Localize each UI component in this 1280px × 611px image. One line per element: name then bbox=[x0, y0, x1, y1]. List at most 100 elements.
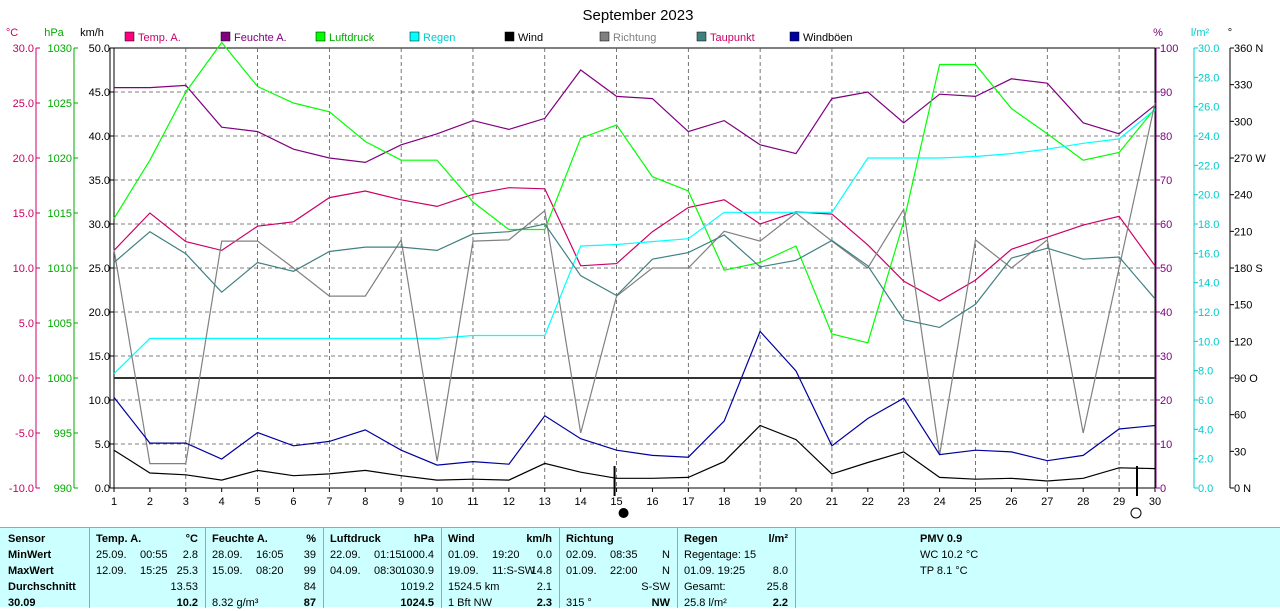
wind-tick-label: 20.0 bbox=[89, 307, 110, 319]
richtung-row-0-date: 02.09. bbox=[566, 549, 597, 561]
wind-tick-label: 0.0 bbox=[95, 483, 110, 495]
press-tick-label: 1000 bbox=[48, 373, 72, 385]
druck-row-0-date: 22.09. bbox=[330, 549, 361, 561]
legend-swatch-2 bbox=[315, 31, 326, 42]
x-tick-label: 22 bbox=[862, 496, 874, 508]
richtung-row-3-value: NW bbox=[651, 597, 670, 609]
wind-row-2-value: 2.1 bbox=[536, 581, 552, 593]
temp-row-1-date: 12.09. bbox=[96, 565, 127, 577]
dir-tick-label: 330 bbox=[1234, 80, 1252, 92]
feuchte-row-1-time: 08:20 bbox=[256, 565, 284, 577]
dir-tick-label: 240 bbox=[1234, 190, 1252, 202]
temp-row-1-value: 25.3 bbox=[176, 565, 198, 577]
legend-label-4: Wind bbox=[518, 32, 543, 44]
legend-label-1: Feuchte A. bbox=[234, 32, 287, 44]
x-tick-label: 29 bbox=[1113, 496, 1125, 508]
col-richtung bbox=[560, 528, 678, 608]
temp-row-0-date: 25.09. bbox=[96, 549, 127, 561]
wind-row-2-date: 1524.5 km bbox=[448, 581, 500, 593]
x-tick-label: 18 bbox=[718, 496, 730, 508]
rain-tick-label: 28.0 bbox=[1198, 72, 1219, 84]
legend-label-2: Luftdruck bbox=[329, 32, 375, 44]
press-tick-label: 1025 bbox=[48, 98, 72, 110]
rain-tick-label: 24.0 bbox=[1198, 131, 1219, 143]
dir-tick-label: 210 bbox=[1234, 226, 1252, 238]
temp-tick-label: 20.0 bbox=[13, 153, 34, 165]
druck-row-0-value: 1000.4 bbox=[400, 549, 434, 561]
x-tick-label: 25 bbox=[969, 496, 981, 508]
col-wind bbox=[442, 528, 560, 608]
feuchte-row-3-value: 87 bbox=[303, 597, 316, 609]
temp-tick-label: 5.0 bbox=[19, 318, 34, 330]
hum-tick-label: 30 bbox=[1160, 351, 1172, 363]
col-pmv: PMV 0.9 WC 10.2 °C TP 8.1 °C bbox=[796, 528, 1280, 608]
x-tick-label: 13 bbox=[539, 496, 551, 508]
full-moon-icon bbox=[618, 508, 629, 518]
feuchte-row-1-value: 99 bbox=[303, 565, 316, 577]
wind-unit: km/h bbox=[526, 533, 552, 545]
x-tick-label: 8 bbox=[362, 496, 368, 508]
feuchte-row-0-value: 39 bbox=[303, 549, 316, 561]
richtung-row-3-date: 315 ° bbox=[566, 597, 592, 609]
wind-row-0-value: 0.0 bbox=[536, 549, 552, 561]
col-sensor: Sensor MinWert MaxWert Durchschnitt 30.0… bbox=[0, 528, 90, 609]
wind-tick-label: 35.0 bbox=[89, 175, 110, 187]
x-tick-label: 1 bbox=[111, 496, 117, 508]
wind-tick-label: 40.0 bbox=[89, 131, 110, 143]
dir-tick-label: 180 S bbox=[1234, 263, 1263, 275]
wind-header: Wind bbox=[448, 533, 475, 545]
x-tick-label: 28 bbox=[1077, 496, 1089, 508]
wind-tick-label: 50.0 bbox=[89, 43, 110, 55]
druck-row-3-value: 1024.5 bbox=[400, 597, 434, 609]
legend-label-0: Temp. A. bbox=[138, 32, 181, 44]
moon-phases bbox=[613, 466, 1142, 519]
dir-tick-label: 90 O bbox=[1234, 373, 1258, 385]
temp-tick-label: 25.0 bbox=[13, 98, 34, 110]
druck-row-0-time: 01:15 bbox=[374, 549, 402, 561]
temp-tick-label: 30.0 bbox=[13, 43, 34, 55]
x-tick-label: 11 bbox=[467, 496, 478, 508]
series-line-2 bbox=[113, 41, 1156, 344]
x-tick-label: 3 bbox=[183, 496, 189, 508]
legend-label-6: Taupunkt bbox=[710, 32, 755, 44]
press-tick-label: 995 bbox=[54, 428, 72, 440]
feuchte-row-0-date: 28.09. bbox=[212, 549, 243, 561]
rain-tick-label: 8.0 bbox=[1198, 366, 1213, 378]
regen-row-0-label: Regentage: 15 bbox=[684, 549, 757, 561]
legend-swatch-4 bbox=[504, 31, 515, 42]
wind-tick-label: 30.0 bbox=[89, 219, 110, 231]
rain-tick-label: 26.0 bbox=[1198, 102, 1219, 114]
feuchte-row-1-date: 15.09. bbox=[212, 565, 243, 577]
pmv-header: PMV 0.9 bbox=[920, 533, 963, 545]
dir-axis-unit: ° bbox=[1228, 27, 1232, 39]
row-label-avg: Durchschnitt bbox=[8, 581, 76, 593]
row-label-current: 30.09 bbox=[8, 597, 36, 609]
row-label-min: MinWert bbox=[8, 549, 52, 561]
richtung-row-1-date: 01.09. bbox=[566, 565, 597, 577]
legend-label-3: Regen bbox=[423, 32, 455, 44]
legend-label-5: Richtung bbox=[613, 32, 656, 44]
temp-header: Temp. A. bbox=[96, 533, 142, 545]
temp-row-0-time: 00:55 bbox=[140, 549, 168, 561]
dir-tick-label: 300 bbox=[1234, 116, 1252, 128]
dir-tick-label: 360 N bbox=[1234, 43, 1263, 55]
regen-row-3-label: 25.8 l/m² bbox=[684, 597, 727, 609]
temp-tick-label: -10.0 bbox=[9, 483, 34, 495]
legend-swatch-0 bbox=[124, 31, 135, 42]
hum-tick-label: 80 bbox=[1160, 131, 1172, 143]
x-tick-label: 26 bbox=[1005, 496, 1017, 508]
rain-tick-label: 30.0 bbox=[1198, 43, 1219, 55]
press-tick-label: 1020 bbox=[48, 153, 72, 165]
series-line-0 bbox=[113, 187, 1156, 302]
series-line-3 bbox=[113, 109, 1156, 375]
richtung-header: Richtung bbox=[566, 533, 614, 545]
feuchte-row-0-time: 16:05 bbox=[256, 549, 284, 561]
legend-swatch-5 bbox=[599, 31, 610, 42]
druck-row-1-time: 08:30 bbox=[374, 565, 402, 577]
dir-tick-label: 120 bbox=[1234, 336, 1252, 348]
dir-tick-label: 60 bbox=[1234, 410, 1246, 422]
rain-tick-label: 20.0 bbox=[1198, 190, 1219, 202]
x-tick-label: 5 bbox=[255, 496, 261, 508]
richtung-row-0-value: N bbox=[662, 549, 670, 561]
dir-tick-label: 270 W bbox=[1234, 153, 1266, 165]
